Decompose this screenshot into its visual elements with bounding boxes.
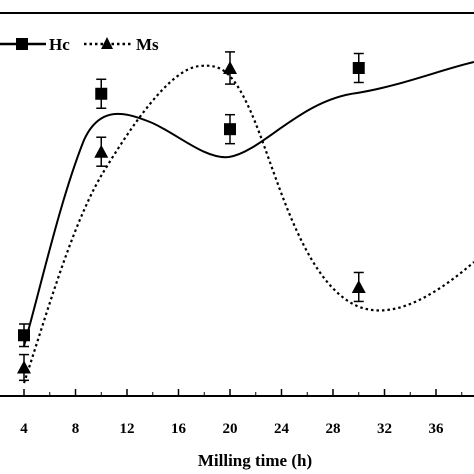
- x-axis-label: Milling time (h): [198, 451, 312, 470]
- legend-marker-hc: [16, 38, 28, 50]
- x-tick-label-20: 20: [223, 421, 238, 437]
- x-tick-label-8: 8: [72, 421, 80, 437]
- x-tick-label-4: 4: [20, 421, 28, 437]
- point-ms-30: [351, 279, 366, 293]
- series-line-ms: [22, 64, 474, 384]
- x-tick-label-16: 16: [171, 421, 187, 437]
- legend-marker-ms: [101, 37, 113, 49]
- x-tick-label-32: 32: [377, 421, 392, 437]
- x-tick-label-28: 28: [326, 421, 341, 437]
- legend-label-ms: Ms: [136, 35, 159, 54]
- x-tick-label-12: 12: [120, 421, 135, 437]
- series-line-hc: [23, 61, 474, 347]
- point-ms-4: [17, 360, 31, 374]
- legend-label-hc: Hc: [49, 35, 70, 54]
- x-tick-label-24: 24: [274, 421, 290, 437]
- point-hc-30: [352, 62, 365, 74]
- point-ms-20: [223, 61, 237, 74]
- plot-area: [17, 51, 474, 384]
- point-hc-4: [18, 329, 30, 342]
- x-axis-ticks: 4 8 12 16 20 24 28 32 36: [20, 389, 463, 437]
- point-ms-10: [94, 144, 109, 158]
- point-hc-20: [224, 123, 236, 136]
- point-hc-10: [95, 87, 108, 100]
- x-tick-label-36: 36: [429, 421, 445, 437]
- legend: Hc Ms: [0, 35, 159, 54]
